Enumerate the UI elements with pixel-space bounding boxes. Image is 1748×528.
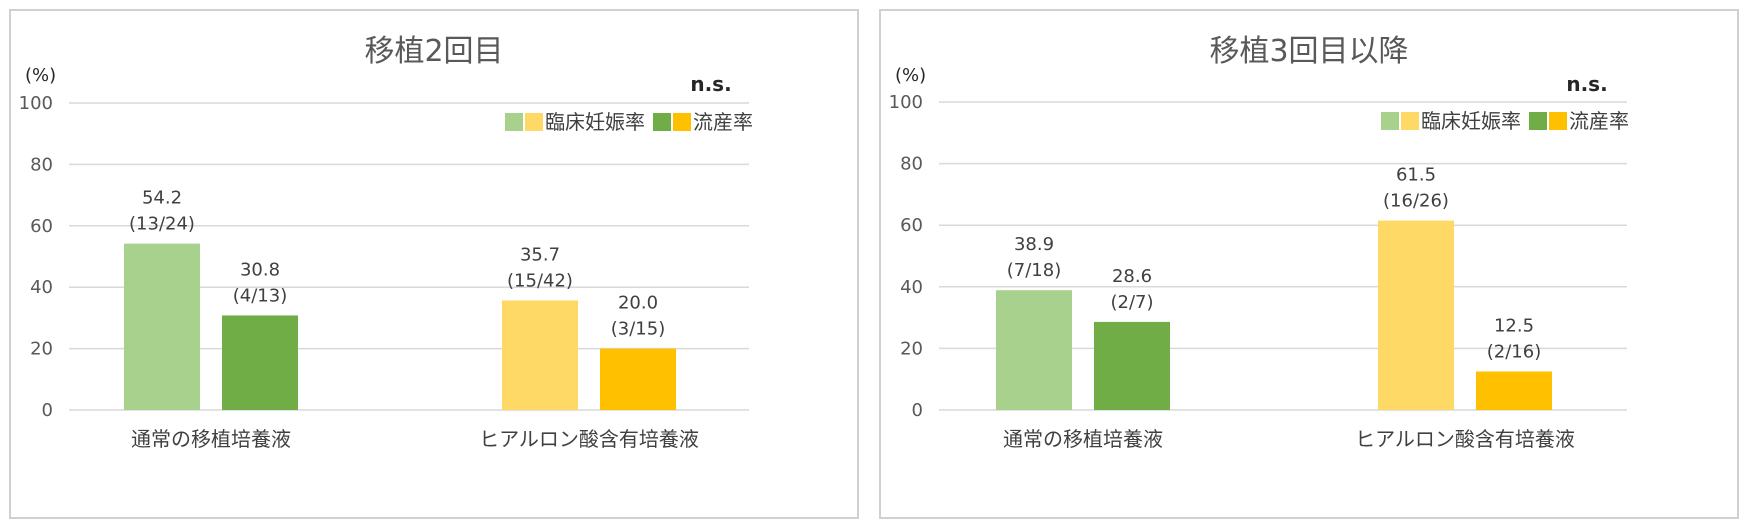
chart-panel-transfer-2: 移植2回目 (%) n.s. 0 20 40 60 80 100 通常の移植培養液 54.2… <box>9 9 859 519</box>
y-tick-label: 40 <box>900 277 923 298</box>
y-tick-label: 40 <box>30 277 53 298</box>
data-label-value: 61.5 <box>1396 165 1436 186</box>
bar <box>1094 321 1170 410</box>
y-tick-label: 80 <box>30 154 53 175</box>
data-label-value: 35.7 <box>520 244 560 265</box>
bar <box>996 290 1072 410</box>
bar <box>502 300 578 410</box>
x-category-label: 通常の移植培養液 <box>131 427 291 451</box>
data-label-count: (13/24) <box>129 214 195 235</box>
y-tick-label: 60 <box>30 216 53 237</box>
legend-swatch <box>653 113 671 131</box>
legend-label: 臨床妊娠率 <box>545 110 645 134</box>
data-label-count: (15/42) <box>507 270 573 291</box>
data-label-count: (2/7) <box>1110 292 1153 313</box>
legend-swatch <box>1401 112 1419 130</box>
legend-swatch <box>1381 112 1399 130</box>
legend-label: 臨床妊娠率 <box>1421 109 1521 133</box>
legend-label: 流産率 <box>693 110 753 134</box>
significance-label: n.s. <box>690 72 731 96</box>
data-label-value: 38.9 <box>1014 234 1054 255</box>
bar <box>1378 220 1454 410</box>
bar <box>124 243 200 410</box>
data-label-value: 12.5 <box>1494 316 1534 337</box>
data-label-count: (16/26) <box>1383 191 1449 212</box>
x-category-label: ヒアルロン酸含有培養液 <box>479 427 699 451</box>
data-label-count: (2/16) <box>1487 342 1541 363</box>
chart-transfer-2: 移植2回目 (%) n.s. 0 20 40 60 80 100 通常の移植培養液 54.2… <box>19 34 753 451</box>
data-label-value: 30.8 <box>240 259 280 280</box>
chart-title: 移植2回目 <box>364 34 503 69</box>
y-tick-label: 0 <box>42 400 53 421</box>
data-label-count: (3/15) <box>611 319 665 340</box>
legend-swatch <box>525 113 543 131</box>
y-tick-label: 60 <box>900 215 923 236</box>
y-axis-unit: (%) <box>895 65 926 86</box>
y-tick-label: 20 <box>30 339 53 360</box>
y-tick-label: 0 <box>912 400 923 421</box>
y-axis-unit: (%) <box>25 65 56 86</box>
significance-label: n.s. <box>1566 72 1607 96</box>
data-label-count: (4/13) <box>233 285 287 306</box>
bar <box>1476 371 1552 410</box>
chart-panel-transfer-3plus: 移植3回目以降 (%) n.s. 0 20 40 60 80 100 通常の移植培養液 38… <box>879 9 1739 519</box>
data-label-value: 28.6 <box>1112 266 1152 287</box>
legend-swatch <box>673 113 691 131</box>
y-tick-label: 80 <box>900 154 923 175</box>
data-label-count: (7/18) <box>1007 260 1061 281</box>
x-category-label: ヒアルロン酸含有培養液 <box>1355 427 1575 451</box>
y-tick-label: 100 <box>889 92 923 113</box>
legend-swatch <box>1549 112 1567 130</box>
data-label-value: 54.2 <box>142 188 182 209</box>
chart-transfer-3plus: 移植3回目以降 (%) n.s. 0 20 40 60 80 100 通常の移植培養液 38… <box>889 34 1629 451</box>
bar <box>222 315 298 410</box>
y-tick-label: 100 <box>19 93 53 114</box>
data-label-value: 20.0 <box>618 293 658 314</box>
x-category-label: 通常の移植培養液 <box>1003 427 1163 451</box>
legend-label: 流産率 <box>1569 109 1629 133</box>
bar <box>600 348 676 410</box>
y-tick-label: 20 <box>900 338 923 359</box>
legend-swatch <box>1529 112 1547 130</box>
chart-title: 移植3回目以降 <box>1209 34 1408 69</box>
legend-swatch <box>505 113 523 131</box>
